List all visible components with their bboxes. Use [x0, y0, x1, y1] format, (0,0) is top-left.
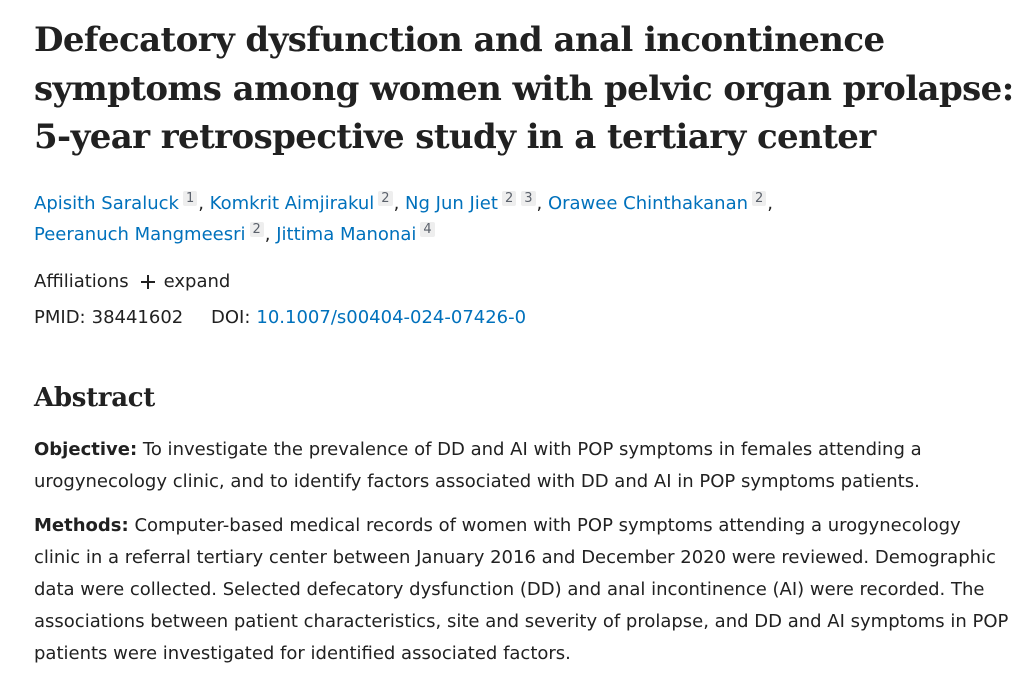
author-link[interactable]: Peeranuch Mangmeesri: [34, 223, 246, 245]
affiliation-ref[interactable]: 1: [182, 190, 198, 206]
methods-label: Methods:: [34, 514, 129, 536]
author-link[interactable]: Komkrit Aimjirakul: [209, 192, 375, 214]
author-link[interactable]: Jittima Manonai: [276, 223, 417, 245]
affiliation-ref[interactable]: 4: [420, 221, 435, 237]
affiliation-ref[interactable]: 2: [501, 190, 517, 206]
doi-link[interactable]: 10.1007/s00404-024-07426-0: [256, 306, 527, 328]
author-link[interactable]: Apisith Saraluck: [34, 192, 179, 214]
expand-affiliations-button[interactable]: expand: [140, 267, 231, 297]
doi-label: DOI:: [210, 306, 251, 328]
abstract-heading: Abstract: [34, 382, 155, 413]
objective-paragraph: Objective: To investigate the prevalence…: [34, 434, 1009, 498]
affiliation-ref[interactable]: 3: [521, 190, 536, 206]
article-title: Defecatory dysfunction and anal incontin…: [34, 20, 1014, 157]
article-meta: Affiliations expand PMID: 38441602 DOI: 10…: [34, 267, 1014, 333]
affiliations-label: Affiliations: [34, 270, 129, 292]
affiliations-row: Affiliations expand: [34, 267, 1014, 297]
pmid-label: PMID:: [34, 306, 86, 328]
affiliation-ref[interactable]: 2: [249, 221, 264, 237]
pmid-value: 38441602: [91, 306, 184, 328]
objective-label: Objective:: [34, 438, 138, 460]
affiliation-ref[interactable]: 2: [378, 190, 393, 206]
plus-icon: [140, 274, 156, 290]
methods-paragraph: Methods: Computer-based medical records …: [34, 510, 1009, 670]
methods-text: Computer-based medical records of women …: [34, 514, 1009, 664]
author-list: Apisith Saraluck 1, Komkrit Aimjirakul 2, …: [34, 190, 774, 245]
expand-label: expand: [163, 270, 231, 292]
article-page: Defecatory dysfunction and anal incontin…: [34, 16, 1014, 670]
identifiers-row: PMID: 38441602 DOI: 10.1007/s00404-024-074…: [34, 303, 1014, 333]
author-link[interactable]: Orawee Chinthakanan: [547, 192, 749, 214]
affiliation-ref[interactable]: 2: [752, 190, 767, 206]
objective-text: To investigate the prevalence of DD and …: [34, 438, 922, 492]
author-link[interactable]: Ng Jun Jiet: [405, 192, 498, 214]
